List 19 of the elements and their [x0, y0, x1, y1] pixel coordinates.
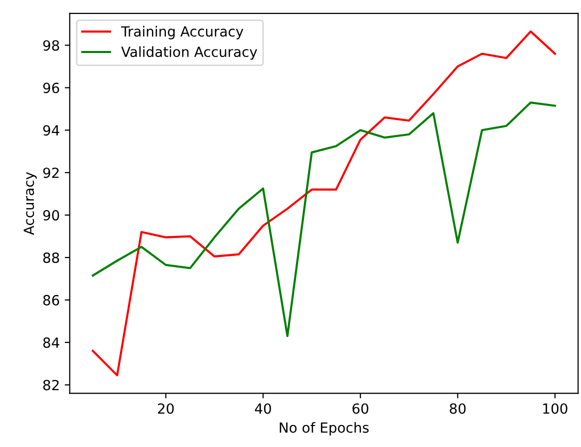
legend-label: Validation Accuracy — [121, 46, 258, 60]
y-tick-label: 92 — [43, 168, 59, 178]
y-tick-label: 90 — [43, 210, 60, 221]
x-tick-label: 60 — [352, 403, 368, 414]
x-axis-title: No of Epochs — [280, 422, 369, 436]
y-tick-label: 96 — [43, 82, 60, 94]
y-tick-label: 82 — [43, 380, 59, 390]
y-tick-label: 84 — [43, 337, 60, 348]
x-tick-label: 80 — [450, 403, 466, 414]
x-tick-label: 40 — [254, 403, 272, 414]
y-tick-label: 94 — [43, 125, 60, 136]
y-axis-title: Accuracy — [24, 172, 37, 235]
x-tick-label: 20 — [158, 403, 174, 414]
legend-label: Training Accuracy — [121, 26, 244, 40]
y-tick-label: 88 — [43, 252, 60, 263]
y-tick-label: 86 — [43, 294, 60, 306]
y-tick-label: 98 — [43, 40, 60, 51]
line-series — [92, 102, 556, 338]
x-tick-label: 100 — [543, 403, 568, 414]
